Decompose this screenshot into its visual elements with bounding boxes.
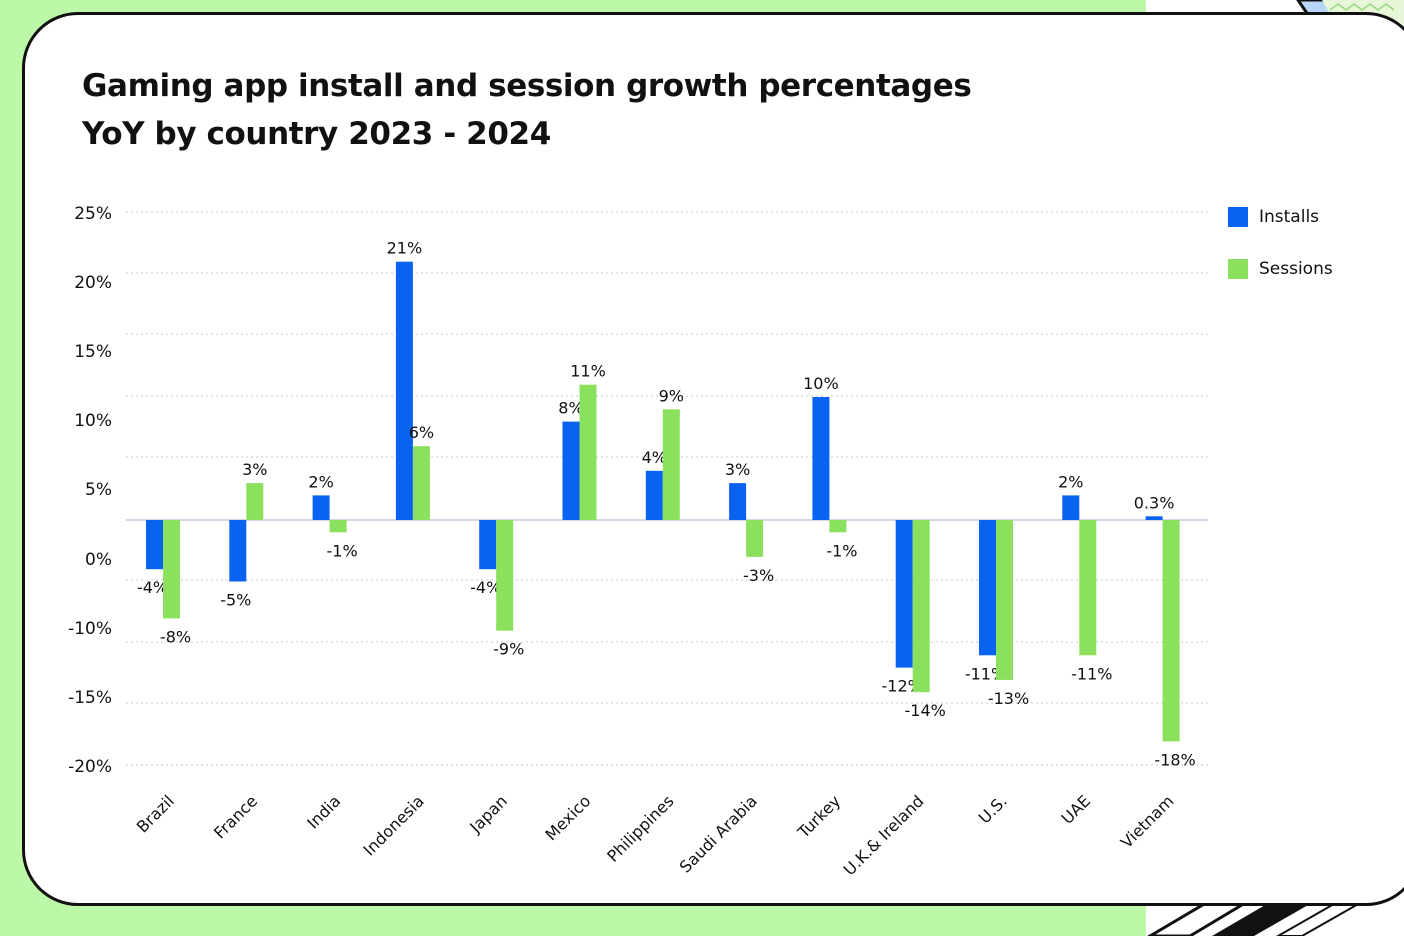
bar-installs bbox=[979, 520, 996, 656]
y-tick-label: -10% bbox=[68, 619, 112, 639]
data-label-sessions: 6% bbox=[409, 423, 434, 442]
y-tick-label: -15% bbox=[68, 688, 112, 708]
x-category-label: Vietnam bbox=[1117, 791, 1178, 852]
data-label-installs: -4% bbox=[137, 578, 168, 597]
bar-installs bbox=[229, 520, 247, 582]
data-label-installs: 21% bbox=[387, 239, 423, 258]
x-category-label: Turkey bbox=[793, 791, 844, 842]
y-tick-label: 25% bbox=[74, 204, 112, 224]
x-category-label: Brazil bbox=[133, 791, 178, 836]
chart-card bbox=[22, 12, 1404, 906]
y-tick-label: 20% bbox=[74, 273, 112, 293]
y-tick-label: 0% bbox=[85, 550, 112, 570]
data-label-sessions: 3% bbox=[242, 460, 267, 479]
bar-sessions bbox=[996, 520, 1013, 680]
data-label-sessions: -9% bbox=[493, 640, 524, 659]
bar-sessions bbox=[496, 520, 514, 631]
bar-sessions bbox=[1079, 520, 1097, 656]
bar-sessions bbox=[1162, 520, 1180, 742]
data-label-sessions: -14% bbox=[905, 701, 946, 720]
legend-label-sessions: Sessions bbox=[1259, 259, 1333, 279]
bar-installs bbox=[812, 397, 830, 520]
x-category-label: UAE bbox=[1058, 791, 1095, 828]
legend-item-sessions: Sessions bbox=[1228, 256, 1333, 282]
data-label-sessions: 9% bbox=[659, 386, 684, 405]
chart-title: Gaming app install and session growth pe… bbox=[82, 62, 972, 158]
bar-sessions bbox=[412, 446, 430, 520]
data-label-sessions: -8% bbox=[160, 627, 191, 646]
x-category-label: Japan bbox=[465, 791, 511, 837]
y-tick-label: 5% bbox=[85, 480, 112, 500]
data-label-installs: -12% bbox=[882, 677, 923, 696]
data-label-installs: 4% bbox=[642, 448, 667, 467]
data-label-sessions: -1% bbox=[826, 541, 857, 560]
bar-sessions bbox=[579, 384, 597, 520]
data-label-sessions: -18% bbox=[1154, 750, 1195, 769]
x-category-label: Philippines bbox=[603, 791, 677, 865]
x-category-label: U.K.& Ireland bbox=[840, 791, 928, 879]
bar-sessions bbox=[329, 520, 347, 533]
data-label-installs: 10% bbox=[803, 374, 839, 393]
legend-item-installs: Installs bbox=[1228, 204, 1333, 230]
x-category-label: Indonesia bbox=[360, 791, 428, 859]
bar-sessions bbox=[662, 409, 680, 520]
bar-installs bbox=[312, 495, 330, 520]
bar-installs bbox=[895, 520, 913, 668]
y-tick-label: 10% bbox=[74, 411, 112, 431]
y-tick-label: 15% bbox=[74, 342, 112, 362]
data-label-installs: 0.3% bbox=[1134, 493, 1175, 512]
data-label-sessions: -11% bbox=[1071, 664, 1112, 683]
y-tick-label: -20% bbox=[68, 757, 112, 777]
x-category-label: Saudi Arabia bbox=[676, 791, 761, 876]
legend-swatch-sessions bbox=[1228, 259, 1248, 279]
bar-sessions bbox=[246, 483, 264, 520]
chart-legend: Installs Sessions bbox=[1228, 204, 1333, 308]
data-label-installs: -4% bbox=[470, 578, 501, 597]
x-category-label: India bbox=[303, 791, 344, 832]
legend-label-installs: Installs bbox=[1259, 207, 1320, 227]
data-label-sessions: 11% bbox=[570, 362, 606, 381]
data-label-sessions: -13% bbox=[988, 689, 1029, 708]
chart-title-line-1: Gaming app install and session growth pe… bbox=[82, 68, 972, 104]
data-label-installs: 3% bbox=[725, 460, 750, 479]
data-label-installs: -5% bbox=[220, 591, 251, 610]
bar-installs bbox=[146, 520, 163, 570]
data-label-installs: -11% bbox=[965, 664, 1006, 683]
bar-installs bbox=[645, 470, 663, 520]
bar-installs bbox=[479, 520, 497, 570]
data-label-installs: 2% bbox=[1058, 472, 1083, 491]
bar-sessions bbox=[163, 520, 180, 619]
data-label-sessions: -3% bbox=[743, 566, 774, 585]
x-category-label: U.S. bbox=[975, 791, 1011, 827]
bar-installs bbox=[562, 421, 580, 520]
data-label-sessions: -1% bbox=[327, 541, 358, 560]
bar-installs bbox=[1145, 516, 1163, 520]
bar-sessions bbox=[829, 520, 847, 533]
bar-installs bbox=[1062, 495, 1080, 520]
legend-swatch-installs bbox=[1228, 207, 1248, 227]
data-label-installs: 8% bbox=[558, 399, 583, 418]
chart-title-line-2: YoY by country 2023 - 2024 bbox=[82, 116, 551, 152]
x-category-label: Mexico bbox=[541, 791, 594, 844]
data-label-installs: 2% bbox=[308, 472, 333, 491]
x-category-label: France bbox=[210, 791, 261, 842]
bar-installs bbox=[729, 483, 747, 520]
bar-installs bbox=[395, 261, 413, 520]
bar-sessions bbox=[746, 520, 764, 557]
bar-sessions bbox=[912, 520, 930, 693]
